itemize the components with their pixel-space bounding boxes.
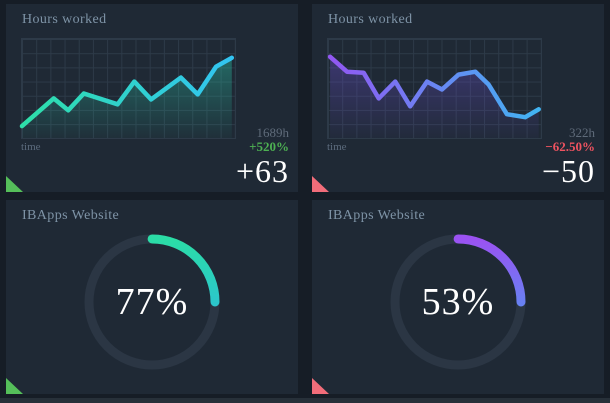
- total-hours-value: 1689h: [256, 125, 290, 141]
- line-chart-svg: [327, 54, 541, 138]
- panel-hours-worked-1: Hours worked time 1689h +520% +63: [6, 4, 298, 192]
- resize-handle-icon[interactable]: [6, 176, 23, 192]
- total-hours-value: 322h: [569, 125, 595, 141]
- change-percent-value: −62.50%: [545, 139, 595, 155]
- donut-percent-value: 77%: [115, 281, 189, 323]
- donut-gauge-svg: [84, 234, 220, 370]
- resize-handle-icon[interactable]: [6, 378, 23, 394]
- line-chart-hours-1: [19, 38, 236, 139]
- change-percent-value: +520%: [249, 139, 289, 155]
- delta-value: −50: [541, 153, 595, 190]
- donut-gauge-svg: [390, 234, 526, 370]
- resize-handle-icon[interactable]: [312, 378, 329, 394]
- x-axis-label: time: [327, 141, 347, 153]
- donut-gauge-1: 77%: [82, 232, 222, 372]
- panel-hours-worked-2: Hours worked time 322h −62.50% −50: [312, 4, 604, 192]
- donut-percent-value: 53%: [421, 281, 495, 323]
- line-chart-svg: [19, 55, 235, 138]
- panel-title: IBApps Website: [328, 208, 426, 223]
- panel-title: Hours worked: [22, 12, 107, 27]
- stats-block: 1689h +520% +63: [236, 126, 289, 189]
- panel-ibapps-website-2: IBApps Website 53%: [312, 200, 604, 394]
- delta-value: +63: [235, 153, 289, 190]
- resize-handle-icon[interactable]: [312, 176, 329, 192]
- donut-gauge-2: 53%: [388, 232, 528, 372]
- panel-title: IBApps Website: [22, 208, 120, 223]
- line-chart-hours-2: [327, 38, 542, 139]
- panel-ibapps-website-1: IBApps Website 77%: [6, 200, 298, 394]
- stats-block: 322h −62.50% −50: [542, 126, 595, 189]
- x-axis-label: time: [21, 141, 41, 153]
- panel-title: Hours worked: [328, 12, 413, 27]
